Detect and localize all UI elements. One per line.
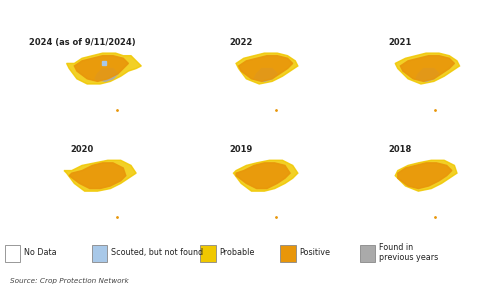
Title: 2024 (as of 9/11/2024): 2024 (as of 9/11/2024): [29, 38, 135, 47]
Title: 2021: 2021: [389, 38, 412, 47]
Polygon shape: [398, 163, 452, 189]
Title: 2022: 2022: [229, 38, 253, 47]
Title: 2019: 2019: [229, 145, 253, 154]
Polygon shape: [395, 160, 457, 191]
Polygon shape: [416, 68, 439, 81]
Polygon shape: [254, 68, 277, 81]
Text: Found in
previous years: Found in previous years: [379, 243, 439, 262]
Polygon shape: [67, 53, 141, 84]
Polygon shape: [69, 163, 126, 189]
Text: Scouted, but not found: Scouted, but not found: [111, 248, 203, 257]
Bar: [360, 245, 375, 262]
Title: 2020: 2020: [71, 145, 94, 154]
Bar: [200, 245, 216, 262]
Bar: [280, 245, 296, 262]
Title: 2018: 2018: [389, 145, 412, 154]
Text: Positive: Positive: [299, 248, 330, 257]
Polygon shape: [400, 56, 455, 81]
Polygon shape: [236, 53, 298, 84]
Text: Probable: Probable: [219, 248, 255, 257]
Polygon shape: [395, 53, 459, 84]
Bar: [5, 245, 20, 262]
Text: No Data: No Data: [24, 248, 57, 257]
Polygon shape: [236, 163, 290, 189]
Bar: [92, 245, 108, 262]
Polygon shape: [64, 160, 136, 191]
Polygon shape: [95, 68, 118, 81]
Polygon shape: [239, 56, 293, 81]
Text: Source: Crop Protection Network: Source: Crop Protection Network: [10, 278, 128, 284]
Polygon shape: [74, 56, 129, 81]
Polygon shape: [233, 160, 298, 191]
